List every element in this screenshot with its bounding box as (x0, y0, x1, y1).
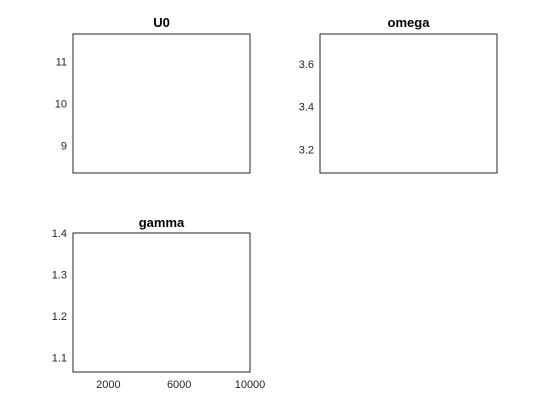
subplot-omega-y-tick-label: 3.4 (299, 102, 314, 114)
subplot-u0-y-tick-label: 9 (61, 141, 67, 153)
subplot-gamma-y-tick-label: 1.2 (52, 311, 67, 323)
subplot-omega-y-tick-label: 3.6 (299, 59, 314, 71)
subplot-omega-axes-box (319, 33, 498, 174)
subplot-gamma-x-tick-label: 6000 (167, 379, 191, 391)
subplot-u0-axes-box (72, 33, 251, 174)
subplot-gamma-title: gamma (139, 215, 185, 230)
subplot-omega-title: omega (388, 15, 431, 30)
subplot-u0-title: U0 (153, 15, 170, 30)
subplot-u0-y-tick-label: 10 (55, 99, 67, 111)
subplot-omega: omega 3.2 3.4 3.6 (299, 15, 498, 174)
subplot-u0: U0 9 10 11 (55, 15, 251, 174)
subplot-gamma-x-tick-label: 10000 (235, 379, 266, 391)
subplot-gamma-x-tick-label: 2000 (96, 379, 120, 391)
subplot-u0-y-tick-label: 11 (56, 56, 67, 68)
subplot-gamma-y-tick-label: 1.1 (52, 352, 67, 364)
subplot-gamma: gamma 1.1 1.2 1.3 1.4 2000 6000 10000 (52, 215, 266, 391)
subplot-omega-y-tick-label: 3.2 (299, 144, 314, 156)
subplot-gamma-y-tick-label: 1.3 (52, 269, 67, 281)
subplot-gamma-axes-box (72, 232, 251, 373)
subplot-gamma-y-tick-label: 1.4 (52, 228, 67, 240)
